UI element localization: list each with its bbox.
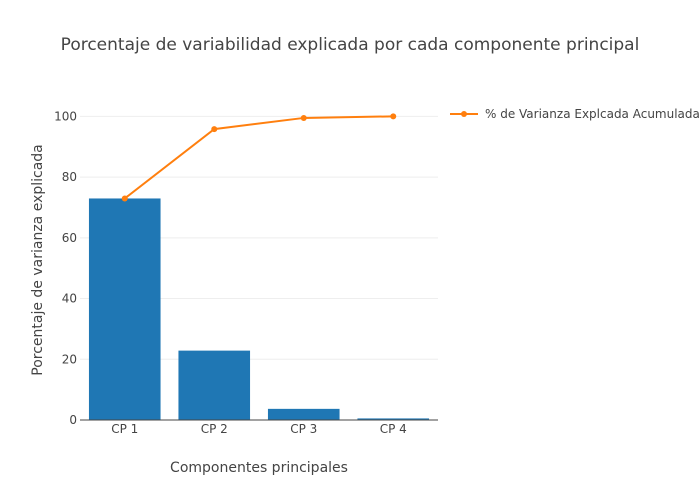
x-tick-label: CP 1: [111, 422, 138, 436]
cumulative-line: [124, 115, 394, 200]
y-tick-label: 40: [62, 292, 77, 306]
bar-2[interactable]: [178, 350, 251, 420]
cumulative-point-2[interactable]: [211, 126, 218, 133]
y-tick-label: 0: [69, 413, 77, 427]
bar-4[interactable]: [357, 418, 430, 420]
x-tick-label: CP 3: [290, 422, 317, 436]
x-axis-title: Componentes principales: [170, 460, 348, 476]
legend-marker-swatch: [461, 111, 467, 117]
cumulative-point-3[interactable]: [300, 114, 307, 121]
y-tick-label: 20: [62, 352, 77, 366]
cumulative-line-series: [121, 113, 397, 202]
y-tick-label: 100: [54, 109, 77, 123]
x-tick-labels: CP 1 CP 2 CP 3 CP 4: [111, 422, 407, 436]
bar-3[interactable]: [267, 408, 340, 420]
bar-series: [88, 198, 430, 420]
bar-1[interactable]: [88, 198, 161, 420]
y-axis-title: Porcentaje de varianza explicada: [30, 144, 46, 376]
y-tick-label: 60: [62, 231, 77, 245]
chart-title: Porcentaje de variabilidad explicada por…: [61, 35, 640, 55]
x-tick-label: CP 2: [201, 422, 228, 436]
legend-label-cumulative: % de Varianza Explcada Acumulada: [485, 107, 700, 121]
legend[interactable]: % de Varianza Explcada Acumulada: [450, 107, 700, 121]
y-tick-labels: 0 20 40 60 80 100: [54, 109, 77, 427]
y-tick-label: 80: [62, 170, 77, 184]
cumulative-point-1[interactable]: [121, 195, 128, 202]
x-tick-label: CP 4: [380, 422, 407, 436]
cumulative-point-4[interactable]: [390, 113, 397, 120]
